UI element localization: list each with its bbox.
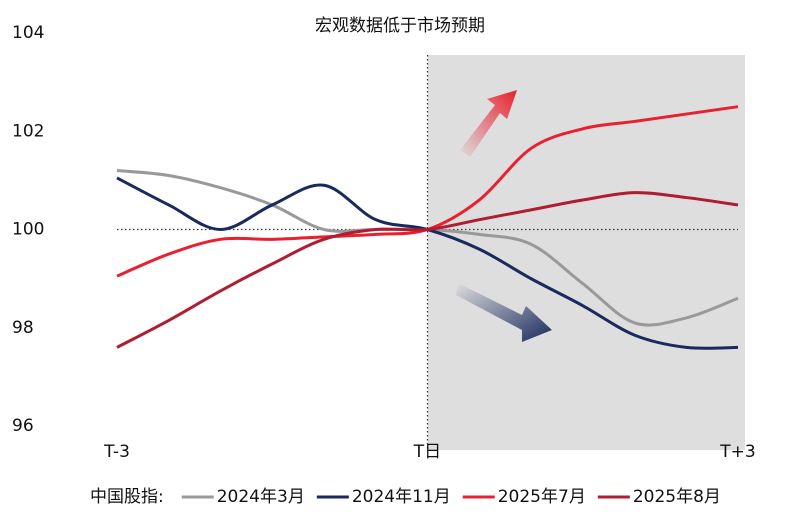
legend-label: 2025年7月 (498, 487, 586, 507)
x-tick-label: T+3 (719, 442, 755, 462)
line (116, 191, 739, 349)
x-tick-label: T-3 (103, 442, 130, 462)
legend-title: 中国股指: (90, 487, 164, 507)
y-tick-label: 102 (12, 121, 44, 141)
legend-label: 2024年11月 (352, 487, 451, 507)
y-tick-label: 104 (12, 23, 44, 43)
up-arrow (460, 90, 517, 157)
legend-label: 2024年3月 (217, 487, 305, 507)
legend-label: 2025年8月 (633, 487, 721, 507)
y-tick-label: 96 (12, 416, 34, 436)
chart-title: 宏观数据低于市场预期 (315, 16, 485, 36)
y-tick-label: 98 (12, 318, 34, 338)
highlight-region (427, 55, 745, 450)
x-tick-label: T日 (413, 442, 441, 462)
down-arrow (456, 283, 552, 342)
y-tick-label: 100 (12, 220, 44, 240)
